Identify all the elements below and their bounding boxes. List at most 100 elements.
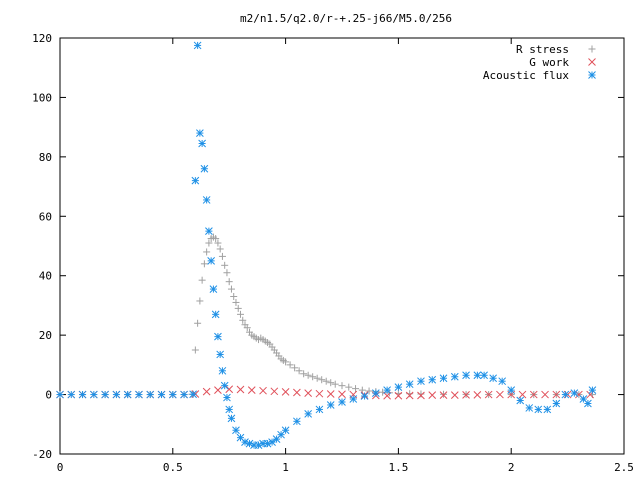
- data-point: [439, 374, 448, 383]
- data-point: [268, 438, 276, 446]
- data-point: [291, 364, 299, 372]
- legend-marker: [588, 58, 596, 66]
- data-point: [543, 405, 552, 414]
- x-tick-label: 0: [57, 461, 64, 474]
- data-point: [232, 298, 240, 306]
- data-point: [286, 361, 294, 369]
- legend-marker: [588, 71, 596, 79]
- data-point: [200, 260, 208, 268]
- data-point: [541, 390, 549, 399]
- y-tick-label: -20: [32, 448, 52, 461]
- data-point: [189, 390, 197, 399]
- data-point: [462, 391, 470, 399]
- data-point: [489, 374, 498, 383]
- data-point: [327, 379, 335, 387]
- data-point: [570, 389, 579, 397]
- data-point: [89, 390, 98, 399]
- y-tick-label: 20: [39, 329, 52, 342]
- y-tick-label: 100: [32, 91, 52, 104]
- data-point: [293, 417, 301, 426]
- data-point: [304, 371, 312, 379]
- data-point: [338, 382, 346, 390]
- data-point: [295, 367, 303, 375]
- data-point: [282, 358, 290, 366]
- data-point: [473, 371, 482, 380]
- plot-frame: [59, 37, 625, 455]
- data-point: [331, 380, 339, 388]
- data-point: [232, 426, 240, 435]
- data-point: [230, 293, 238, 301]
- data-point: [205, 239, 213, 247]
- data-point: [561, 390, 570, 399]
- series-r-stress: [56, 233, 596, 399]
- data-point: [345, 383, 353, 391]
- data-point: [202, 196, 211, 204]
- data-point: [529, 390, 538, 399]
- data-point: [338, 398, 346, 406]
- data-point: [480, 371, 488, 380]
- data-point: [322, 377, 330, 385]
- data-point: [146, 390, 155, 399]
- data-point: [338, 390, 346, 399]
- data-point: [227, 285, 235, 293]
- data-point: [484, 390, 493, 399]
- x-tick-label: 2.5: [614, 461, 634, 474]
- data-point: [518, 390, 527, 399]
- data-point: [428, 375, 437, 384]
- data-point: [293, 388, 301, 397]
- data-point: [209, 285, 218, 293]
- data-point: [135, 390, 143, 399]
- data-point: [552, 399, 561, 408]
- data-point: [180, 390, 188, 399]
- legend-marker: [588, 45, 596, 53]
- data-point: [365, 387, 373, 395]
- data-point: [198, 139, 206, 148]
- data-point: [203, 248, 211, 256]
- data-point: [198, 276, 206, 284]
- data-point: [196, 129, 204, 137]
- data-point: [225, 278, 233, 286]
- data-point: [281, 388, 290, 396]
- data-point: [212, 235, 220, 243]
- data-point: [194, 319, 202, 327]
- data-point: [405, 380, 414, 389]
- data-point: [243, 324, 251, 332]
- data-point: [326, 401, 335, 409]
- data-point: [315, 389, 324, 398]
- data-point: [214, 386, 222, 394]
- data-point: [300, 370, 308, 378]
- data-point: [584, 399, 592, 408]
- data-point: [313, 374, 321, 382]
- data-point: [193, 41, 202, 50]
- data-point: [473, 391, 482, 399]
- data-point: [78, 390, 87, 399]
- data-point: [234, 304, 242, 312]
- data-point: [450, 372, 459, 381]
- data-point: [225, 405, 234, 414]
- data-point: [263, 439, 272, 448]
- data-point: [216, 350, 225, 359]
- data-point: [223, 269, 231, 277]
- data-point: [225, 385, 234, 394]
- y-tick-label: 40: [39, 270, 52, 283]
- data-point: [417, 390, 425, 398]
- data-point: [221, 261, 229, 269]
- data-point: [239, 316, 247, 324]
- legend-label: R stress: [516, 43, 569, 56]
- data-point: [352, 385, 360, 393]
- data-point: [309, 373, 317, 381]
- data-point: [304, 389, 313, 397]
- data-point: [236, 310, 244, 318]
- chart-title: m2/n1.5/q2.0/r-+.25-j66/M5.0/256: [240, 12, 452, 25]
- data-point: [214, 239, 222, 247]
- data-point: [326, 390, 335, 398]
- data-point: [56, 390, 64, 399]
- data-point: [211, 310, 220, 319]
- y-tick-label: 0: [45, 389, 52, 402]
- data-point: [196, 297, 204, 305]
- data-point: [552, 390, 561, 399]
- data-point: [439, 391, 448, 400]
- data-point: [67, 390, 76, 399]
- data-point: [247, 386, 256, 394]
